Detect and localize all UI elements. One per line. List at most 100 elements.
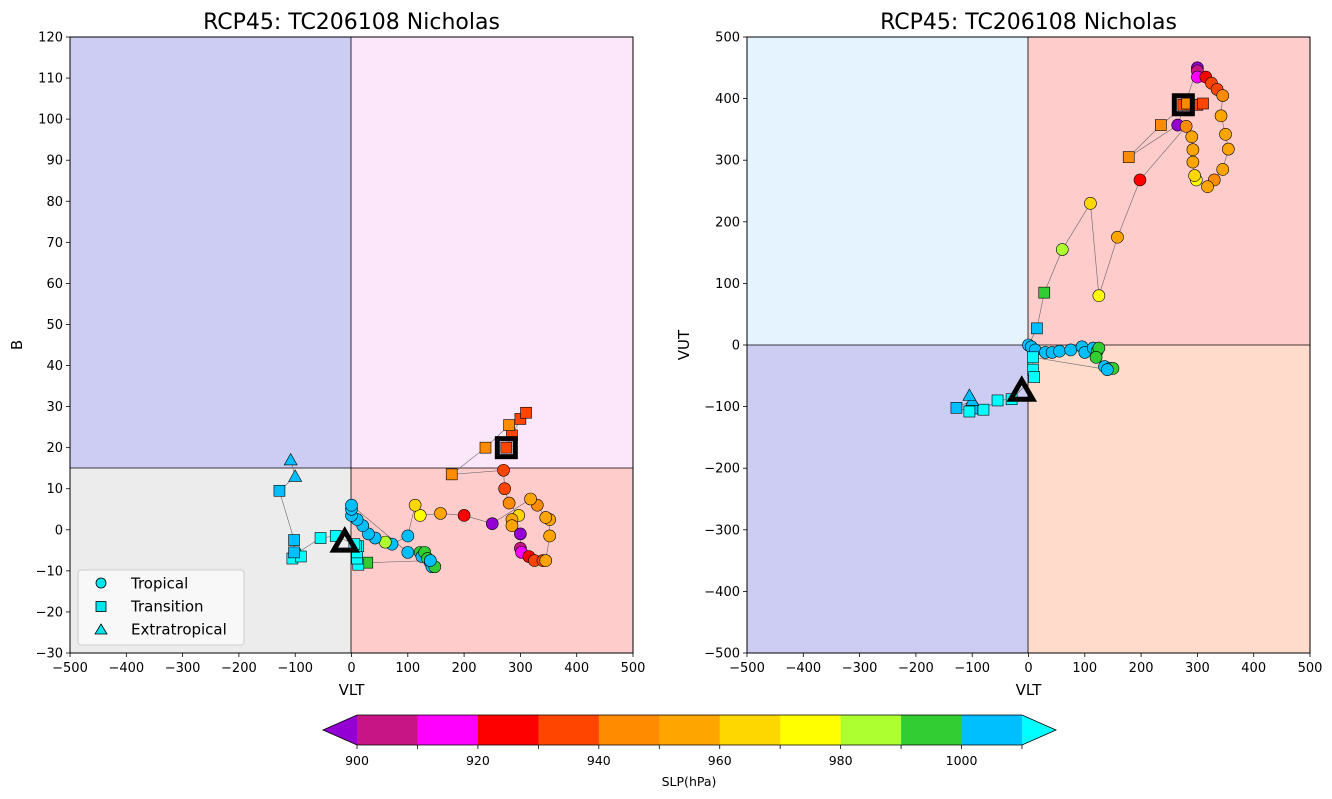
- tropical-point: [1092, 289, 1106, 303]
- transition-point: [977, 403, 990, 416]
- colorbar-tick-label: 1000: [946, 753, 978, 768]
- colorbar-tick-label: 980: [829, 753, 853, 768]
- x-tick-label: −400: [785, 661, 821, 676]
- colorbar: 900 920 940 960 980 1000 SLP(hPa): [322, 714, 1057, 789]
- y-tick-label: −500: [704, 647, 740, 662]
- legend-extratropical-marker: [94, 623, 108, 635]
- y-tick-label: −100: [704, 400, 740, 415]
- right-y-ticks: −500 −400 −300 −200 −100 0 100 200 300 400 500: [704, 31, 747, 662]
- x-tick-label: −300: [842, 661, 878, 676]
- tropical-point: [1084, 197, 1097, 210]
- tropical-point: [434, 507, 447, 520]
- colorbar-label: SLP(hPa): [662, 774, 717, 789]
- transition-point: [1027, 351, 1039, 364]
- colorbar-segment: [357, 715, 418, 745]
- y-tick-label: 110: [38, 72, 63, 87]
- tropical-point: [1214, 109, 1228, 123]
- x-tick-label: 300: [508, 661, 533, 676]
- transition-point: [520, 406, 532, 419]
- tropical-point: [1186, 143, 1200, 157]
- legend: Tropical Transition Extratropical: [77, 569, 245, 646]
- colorbar-segment: [961, 715, 1023, 745]
- tropical-point: [1188, 169, 1201, 182]
- extratropical-point: [962, 388, 977, 401]
- transition-point: [445, 468, 458, 481]
- x-tick-label: −200: [221, 661, 257, 676]
- tropical-point: [1133, 173, 1147, 187]
- right-quadrant-upper-left: [747, 37, 1028, 345]
- tropical-point: [539, 511, 553, 524]
- x-tick-label: 400: [564, 661, 589, 676]
- x-tick-label: 400: [1241, 661, 1266, 676]
- transition-point: [288, 534, 300, 546]
- tropical-point: [413, 509, 427, 522]
- tropical-point: [1216, 89, 1230, 102]
- y-tick-label: 20: [46, 441, 63, 456]
- transition-point: [1038, 286, 1051, 299]
- tropical-point: [539, 554, 553, 567]
- tropical-point: [1179, 120, 1193, 133]
- y-tick-label: −400: [704, 585, 740, 600]
- y-tick-label: 400: [715, 92, 740, 107]
- extratropical-point: [288, 469, 303, 482]
- legend-tropical-marker: [95, 577, 107, 589]
- tropical-point: [401, 529, 415, 543]
- right-quadrant-lower-left: [747, 345, 1028, 653]
- right-quadrant-lower-right: [1028, 345, 1310, 653]
- y-tick-label: 120: [38, 31, 63, 46]
- y-tick-label: 60: [46, 277, 63, 292]
- lysis-marker: [329, 526, 361, 553]
- x-tick-label: −500: [729, 661, 765, 676]
- y-tick-label: −30: [36, 647, 63, 662]
- x-tick-label: 200: [452, 661, 477, 676]
- tropical-point: [543, 529, 556, 543]
- x-tick-label: −400: [108, 661, 144, 676]
- y-tick-label: 300: [715, 154, 740, 169]
- transition-point: [991, 394, 1004, 407]
- left-panel: −500 −400 −300 −200 −100 0 100 200 300 400 500 −30…: [8, 10, 645, 699]
- right-special-markers: [1006, 93, 1195, 402]
- colorbar-over-arrow: [1022, 715, 1056, 745]
- y-tick-label: 40: [46, 359, 63, 374]
- tropical-point: [1185, 130, 1199, 144]
- tropical-point: [1055, 243, 1069, 256]
- tropical-point: [1053, 344, 1066, 358]
- x-tick-label: 0: [347, 661, 355, 676]
- right-y-axis-label: VUT: [675, 329, 693, 360]
- colorbar-tick-label: 900: [345, 753, 369, 768]
- y-tick-label: 80: [46, 195, 63, 210]
- y-tick-label: −300: [704, 523, 740, 538]
- transition-point: [1197, 97, 1209, 110]
- transition-point: [1155, 119, 1167, 131]
- y-tick-label: −20: [36, 605, 63, 620]
- colorbar-ticks: 900 920 940 960 980 1000: [345, 745, 1023, 768]
- tropical-point: [1064, 343, 1078, 357]
- legend-transition-label: Transition: [130, 598, 204, 616]
- legend-tropical-label: Tropical: [130, 575, 188, 593]
- colorbar-segment: [719, 715, 781, 745]
- left-chart-title: RCP45: TC206108 Nicholas: [203, 10, 500, 35]
- y-tick-label: 70: [46, 236, 63, 251]
- tropical-point: [514, 527, 527, 541]
- x-tick-label: 300: [1185, 661, 1210, 676]
- y-tick-label: 50: [46, 318, 63, 333]
- x-tick-label: −500: [52, 661, 88, 676]
- transition-point: [500, 441, 513, 454]
- transition-point: [1031, 322, 1043, 335]
- y-tick-label: 30: [46, 400, 63, 415]
- left-special-markers: [329, 436, 518, 553]
- transition-point: [288, 546, 300, 559]
- left-y-ticks: −30 −20 −10 0 10 20 30 40 50 60 70 80 90 100 110 120: [36, 31, 70, 662]
- right-x-axis-label: VLT: [1016, 681, 1043, 699]
- legend-transition-marker: [95, 601, 107, 612]
- legend-extratropical-label: Extratropical: [131, 621, 227, 639]
- tropical-point: [1222, 142, 1235, 156]
- right-x-ticks: −500 −400 −300 −200 −100 0 100 200 300 400 500: [729, 653, 1322, 676]
- y-tick-label: −10: [36, 564, 63, 579]
- left-points: [273, 406, 556, 574]
- tropical-point: [485, 517, 499, 530]
- colorbar-segment: [598, 715, 660, 745]
- colorbar-under-arrow: [323, 715, 357, 745]
- x-tick-label: 500: [621, 661, 646, 676]
- colorbar-segment: [780, 715, 842, 745]
